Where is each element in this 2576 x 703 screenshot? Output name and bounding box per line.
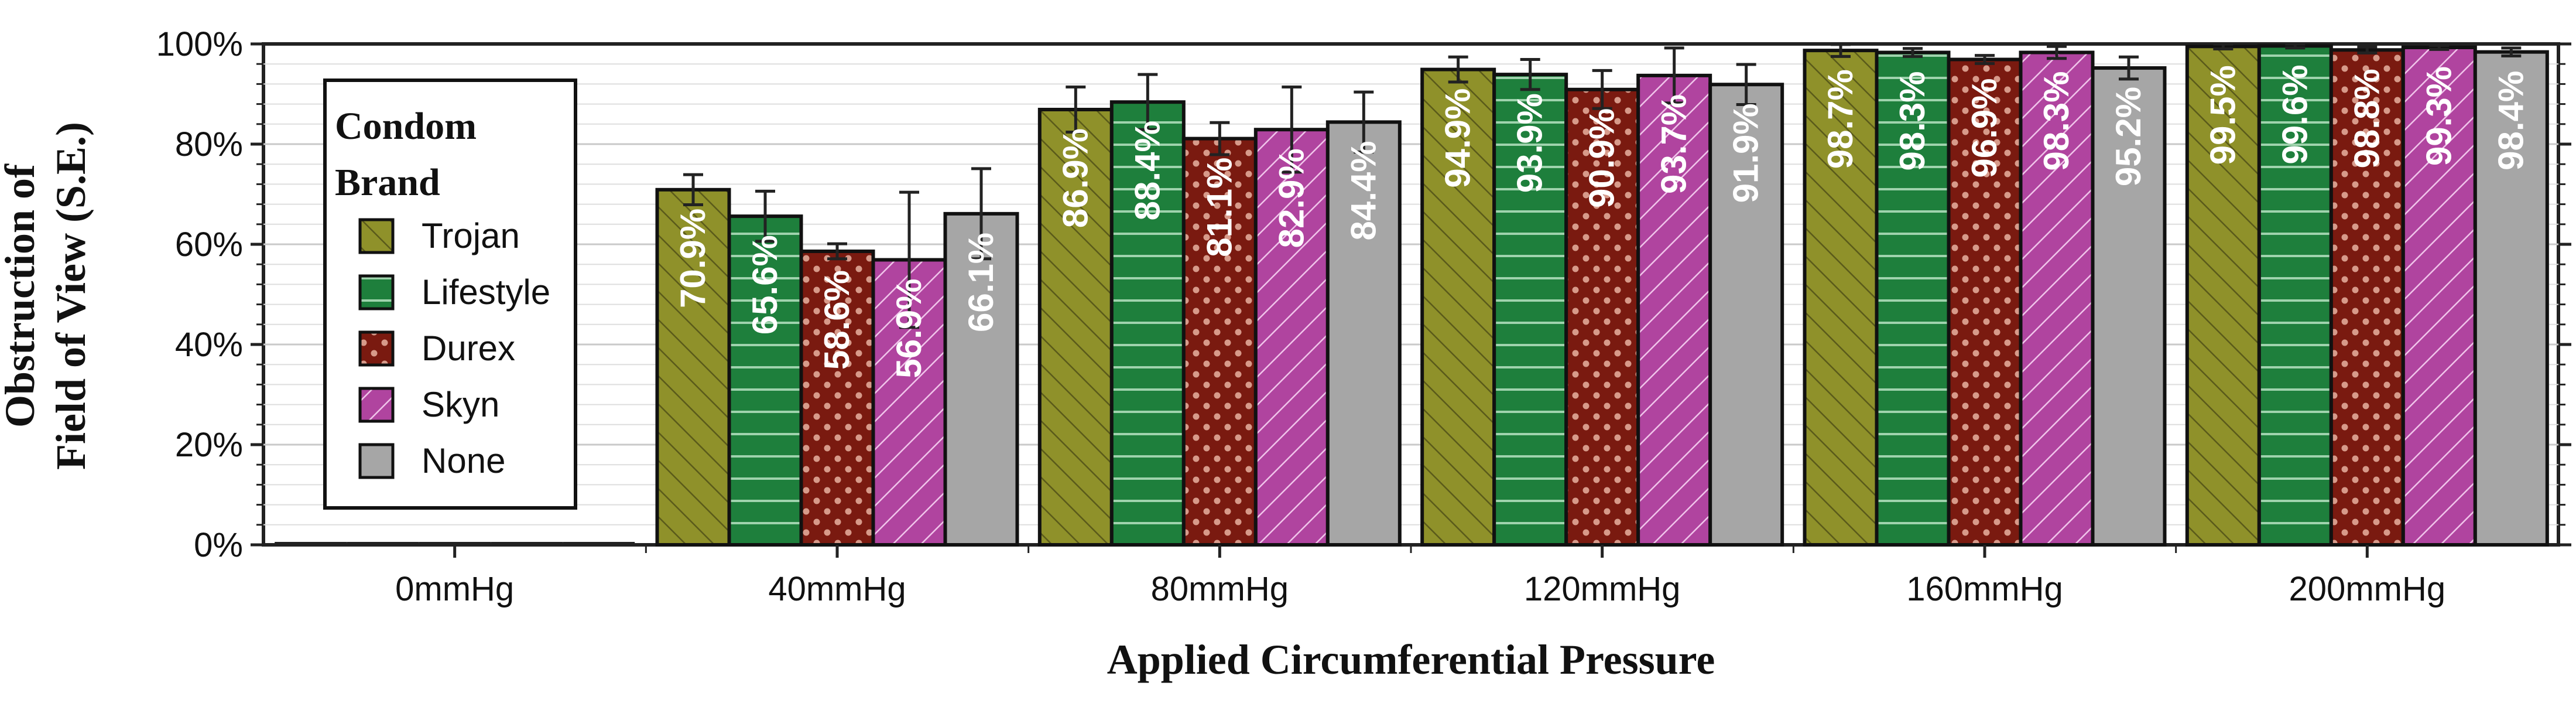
y-tick-label: 60% (175, 226, 243, 264)
bar-none (2475, 52, 2547, 545)
bar-pattern (729, 216, 801, 545)
data-label: 88.4% (1128, 121, 1167, 220)
data-label: 84.4% (1344, 141, 1383, 240)
bar-pattern (1638, 75, 1711, 545)
gridlines (263, 63, 2558, 525)
data-label: 94.9% (1438, 88, 1478, 188)
bar-pattern (2020, 52, 2093, 545)
legend-label-skyn: Skyn (422, 385, 499, 424)
data-label: 98.4% (2491, 71, 2530, 170)
x-axis-title: Applied Circumferential Pressure (1107, 636, 1715, 683)
x-tick-label: 80mmHg (1151, 570, 1289, 608)
bar-pattern (1111, 102, 1184, 545)
legend-swatch-none (360, 445, 393, 477)
bar-pattern (657, 189, 729, 545)
data-label: 93.7% (1654, 94, 1694, 194)
data-label: 98.7% (1821, 69, 1860, 169)
legend-label-lifestyle: Lifestyle (422, 272, 550, 312)
legend-swatch-outline (358, 330, 395, 367)
legend: Condom Brand Trojan Lifestyle Durex Skyn Non… (323, 79, 577, 510)
data-label: 66.1% (961, 233, 1001, 332)
y-tick-label: 0% (194, 526, 243, 564)
data-label: 93.9% (1510, 93, 1550, 193)
x-tick-label: 200mmHg (2289, 570, 2446, 608)
data-label: 90.9% (1582, 108, 1622, 208)
bar-pattern (1804, 50, 1877, 545)
x-tick-label: 0mmHg (395, 570, 514, 608)
legend-swatch-pattern (360, 388, 393, 421)
bar-pattern (1494, 74, 1567, 545)
x-tick-label: 120mmHg (1524, 570, 1681, 608)
x-axis-ticks: 0mmHg 40mmHg 80mmHg 120mmHg 160mmHg 200mmHg (395, 545, 2445, 608)
y-tick-label: 40% (175, 326, 243, 364)
x-tick-label: 40mmHg (768, 570, 906, 608)
legend-swatch-pattern (360, 276, 393, 309)
bar-pattern (2403, 47, 2475, 545)
bar-pattern (1566, 89, 1639, 545)
data-label: 99.3% (2419, 66, 2458, 166)
data-label: 82.9% (1272, 148, 1311, 248)
legend-label-trojan: Trojan (422, 216, 520, 255)
data-label: 99.6% (2275, 64, 2314, 164)
legend-swatch-outline (358, 274, 395, 310)
legend-items: Trojan Lifestyle Durex Skyn None (358, 216, 550, 480)
data-label: 65.6% (745, 235, 785, 335)
data-label: 91.9% (1727, 103, 1766, 203)
legend-label-none: None (422, 441, 505, 480)
bar-pattern (2331, 50, 2403, 545)
bar-none (2092, 68, 2165, 545)
data-label: 96.9% (1965, 79, 2004, 178)
bar-series: 70.9% 65.6% 58.6% 56.9% 66.1% 86.9% 88.4% 81.1%… (275, 42, 2549, 547)
legend-swatch-pattern (360, 332, 393, 365)
bar-pattern (2187, 46, 2259, 545)
y-axis-title-line2: Field of View (S.E.) (47, 122, 94, 470)
y-tick-label: 20% (175, 426, 243, 464)
plot-frame (262, 42, 2560, 547)
legend-swatch-outline (358, 443, 395, 479)
bar-none (1327, 122, 1400, 545)
data-label: 70.9% (673, 209, 712, 308)
bar-pattern (1876, 52, 1949, 545)
data-label: 98.3% (1893, 71, 1932, 171)
data-label: 98.3% (2037, 71, 2076, 171)
y-axis-title-line1: Obstruction of (0, 163, 43, 428)
bar-pattern (1255, 129, 1328, 545)
data-label: 56.9% (889, 279, 929, 378)
data-label: 58.6% (817, 270, 857, 370)
legend-swatch-pattern (360, 220, 393, 252)
bar-pattern (1039, 110, 1112, 545)
legend-swatch-outline (358, 218, 395, 254)
y-axis-ticks: 0% 20% 40% 60% 80% 100% (156, 25, 2571, 564)
data-label: 99.5% (2203, 65, 2242, 165)
data-label: 95.2% (2109, 87, 2148, 186)
bar-none (945, 213, 1018, 545)
bar-pattern (1422, 69, 1495, 545)
bar-pattern (2259, 46, 2331, 545)
bar-pattern (1183, 138, 1256, 545)
bar-none (1710, 84, 1783, 545)
y-tick-label: 80% (175, 125, 243, 163)
legend-title-line2: Brand (335, 161, 440, 204)
legend-title-line1: Condom (335, 105, 477, 148)
x-tick-label: 160mmHg (1906, 570, 2063, 608)
data-label: 98.8% (2347, 69, 2386, 168)
data-label: 86.9% (1056, 128, 1095, 228)
legend-label-durex: Durex (422, 329, 515, 368)
legend-swatch-outline (358, 387, 395, 423)
bar-pattern (1948, 59, 2021, 545)
y-tick-label: 100% (156, 25, 243, 63)
data-label: 81.1% (1200, 158, 1239, 257)
bar-pattern (801, 251, 873, 545)
